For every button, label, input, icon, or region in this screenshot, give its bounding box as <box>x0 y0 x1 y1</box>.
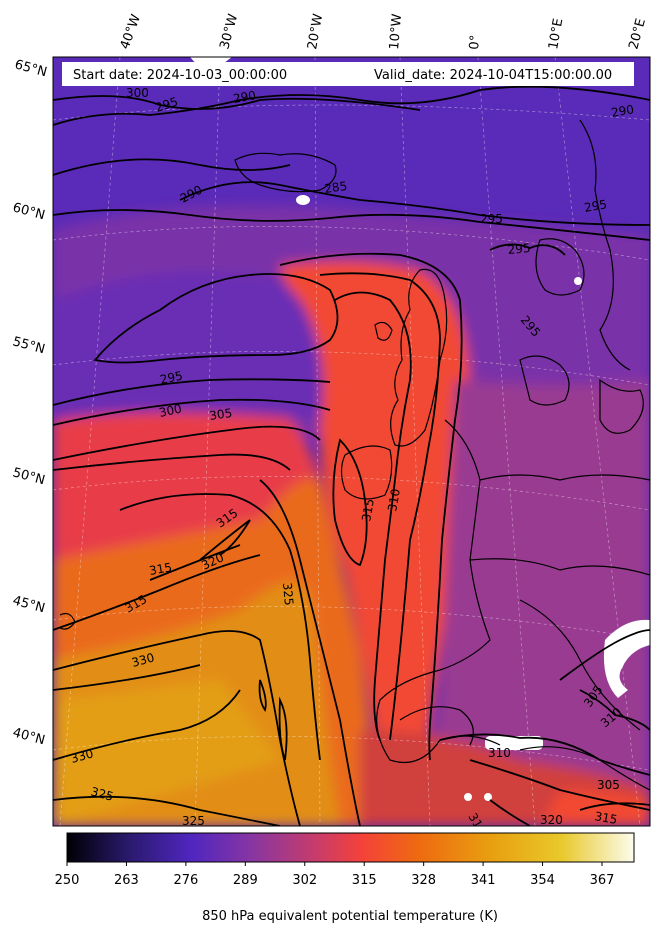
lat-label: 60°N <box>11 200 47 223</box>
colorbar-tick-label: 302 <box>292 873 317 888</box>
lon-label: 20°W <box>305 13 326 51</box>
colorbar-tick-label: 341 <box>471 873 496 888</box>
colorbar-tick-label: 315 <box>352 873 377 888</box>
start-date: Start date: 2024-10-03_00:00:00 <box>73 68 287 83</box>
latitude-labels: 65°N 60°N 55°N 50°N 45°N 40°N <box>11 57 49 748</box>
contour-label: 325 <box>280 582 296 606</box>
contour-labels: 300 295 290 290 285 295 290 295 295 295 … <box>69 86 635 828</box>
contour-label: 290 <box>232 88 257 106</box>
contour-label: 290 <box>610 102 635 120</box>
lon-label: 40°W <box>118 12 144 51</box>
lat-label: 65°N <box>13 57 49 80</box>
contour-label: 295 <box>507 241 531 257</box>
contour-label: 325 <box>182 814 205 828</box>
contour-label: 325 <box>89 784 115 803</box>
lat-label: 50°N <box>11 465 47 488</box>
map-frame <box>52 56 651 827</box>
contour-label: 295 <box>480 212 503 226</box>
colorbar <box>66 832 635 863</box>
contour-label: 330 <box>130 650 156 669</box>
colorbar-tick-label: 289 <box>233 873 258 888</box>
theta-e-field: 300 295 290 290 285 295 290 295 295 295 … <box>53 57 650 828</box>
lat-label: 45°N <box>11 593 47 616</box>
contour-label: 305 <box>597 778 620 792</box>
valid-date: Valid_date: 2024-10-04T15:00:00.00 <box>374 68 612 83</box>
contour-label: 330 <box>69 746 95 765</box>
contour-label: 300 <box>158 401 183 419</box>
lon-label: 0° <box>467 34 483 50</box>
lon-label: 10°W <box>387 13 405 50</box>
lon-label: 30°W <box>217 12 241 51</box>
lat-label: 55°N <box>11 334 47 357</box>
contour-label: 285 <box>323 179 348 196</box>
longitude-labels: 40°W 30°W 20°W 10°W 0° 10°E 20°E <box>118 12 649 51</box>
contour-label: 300 <box>126 86 149 100</box>
contour-label: 295 <box>154 94 180 114</box>
contour-label: 305 <box>208 406 233 423</box>
contour-label: 295 <box>159 368 184 386</box>
lat-label: 40°N <box>11 725 47 748</box>
colorbar-ticks: 250 263 276 289 302 315 328 341 354 367 <box>55 862 615 888</box>
colorbar-tick-label: 354 <box>530 873 555 888</box>
contour-label: 310 <box>488 746 511 760</box>
lon-label: 20°E <box>626 17 649 51</box>
contour-label: 320 <box>540 813 563 827</box>
colorbar-tick-label: 250 <box>55 873 80 888</box>
colorbar-tick-label: 276 <box>173 873 198 888</box>
colorbar-label: 850 hPa equivalent potential temperature… <box>202 909 498 924</box>
contour-label: 315 <box>148 560 173 578</box>
lon-label: 10°E <box>546 17 566 50</box>
colorbar-tick-label: 328 <box>411 873 436 888</box>
contour-label: 315 <box>359 498 377 523</box>
contour-label: 295 <box>583 197 608 215</box>
colorbar-tick-label: 263 <box>114 873 139 888</box>
contour-label: 310 <box>385 488 403 513</box>
contour-label: 315 <box>593 809 618 827</box>
date-header-box <box>62 62 634 86</box>
colorbar-tick-label: 367 <box>590 873 615 888</box>
